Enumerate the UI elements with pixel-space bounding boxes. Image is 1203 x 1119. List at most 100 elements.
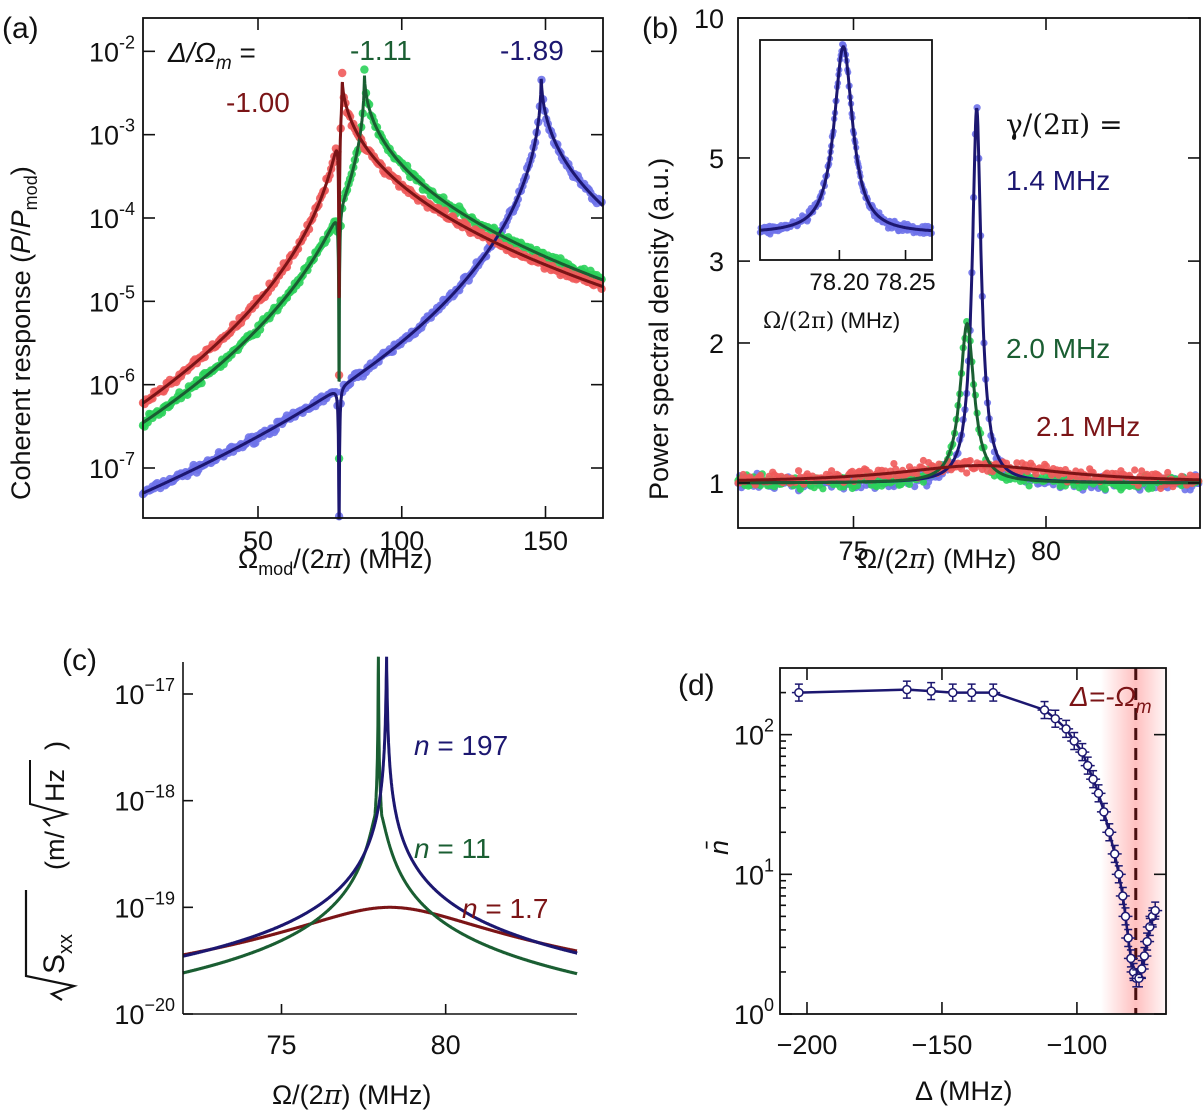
panel-d-data-point — [1050, 713, 1061, 724]
panel-a-xtick-label: 50 — [243, 526, 273, 556]
panel-b-ytick-label: 5 — [709, 144, 724, 174]
panel-b-data-point — [1101, 485, 1109, 493]
panel-a-fit-line — [142, 78, 604, 520]
panel-b-inset-xtick-label: 78.20 — [809, 269, 869, 296]
panel-a-xtick-label: 150 — [523, 526, 568, 556]
panel-c-xtick-label: 75 — [266, 1030, 296, 1060]
panel-a-label: (a) — [2, 12, 39, 45]
panel-a-ytick-label: 10-6 — [89, 366, 135, 401]
panel-b-series-label-2: 2.0 MHz — [1006, 333, 1110, 364]
panel-d-data-point — [1069, 736, 1079, 746]
panel-b-series-label-1: 1.4 MHz — [1006, 165, 1110, 196]
panel-b-data-point — [966, 457, 974, 465]
panel-b-inset-xtick-label: 78.25 — [876, 269, 936, 296]
panel-b-data-point — [1148, 484, 1156, 492]
panel-d-data-point — [1093, 788, 1104, 799]
panel-b-data-point — [905, 480, 914, 488]
panel-d-data-point — [1088, 774, 1098, 784]
panel-b-inset: 78.20 78.25 Ω/(2π) (MHz) — [756, 39, 936, 334]
panel-d-data-point — [1099, 807, 1109, 817]
panel-d-data-point — [1139, 951, 1150, 961]
panel-c: 75 80 10−20 10−19 10−18 10−17 (c) Ω/(2π) (MHz… — [24, 644, 578, 1111]
panel-d-ytick-label: 101 — [734, 855, 774, 890]
panel-a-fit-line — [141, 75, 604, 424]
panel-a-series-label-3: -1.89 — [500, 35, 564, 66]
panel-a: 50 100 150 10-7 10-6 10-5 10-4 10-3 10-2 (a) Ωmo… — [2, 12, 606, 579]
panel-b-label: (b) — [642, 12, 679, 45]
panel-d-data-point — [988, 687, 998, 698]
panel-d-data-point — [902, 684, 912, 695]
panel-b-inset-xlabel: Ω/(2π) (MHz) — [763, 308, 900, 334]
panel-a-ytick-label: 10-7 — [89, 449, 135, 484]
panel-d-data-point — [1061, 724, 1071, 734]
panel-c-ytick-label: 10−18 — [114, 782, 175, 817]
panel-d-data-point — [1120, 911, 1131, 922]
panel-a-detuning-title: Δ/Ωm = — [167, 37, 256, 74]
panel-a-frame — [142, 17, 604, 519]
panel-c-ylabel: Sxx (m/ Hz ) — [24, 741, 79, 1001]
panel-d-data-point — [794, 687, 804, 698]
panel-a-series-label-2: -1.11 — [350, 35, 412, 66]
panel-b-ylabel: Power spectral density (a.u.) — [644, 158, 674, 500]
panel-c-ytick-label: 10−19 — [114, 888, 175, 923]
svg-text:): ) — [40, 741, 70, 750]
panel-c-series-label-2: n = 11 — [414, 833, 491, 864]
panel-c-lines — [182, 656, 578, 976]
panel-d-data-point — [966, 687, 977, 698]
panel-b-xlabel: Ω/(2π) (MHz) — [857, 544, 1016, 575]
panel-d-ytick-label: 100 — [734, 995, 774, 1030]
panel-d-data-point — [1142, 936, 1152, 947]
panel-d-data-point — [1039, 705, 1050, 715]
panel-a-ticks: 50 100 150 10-7 10-6 10-5 10-4 10-3 10-2 — [89, 18, 603, 556]
panel-d-data-point — [1150, 905, 1160, 916]
panel-d-ylabel: n̄ — [704, 840, 734, 855]
panel-c-xlabel: Ω/(2π) (MHz) — [272, 1080, 431, 1111]
panel-c-series-label-3: n = 1.7 — [462, 893, 548, 924]
panel-b-linewidth-title: γ/(2π) = — [1006, 108, 1123, 141]
panel-a-ytick-label: 10-4 — [89, 199, 135, 234]
panel-b-data-point — [819, 485, 827, 493]
panel-b-data-point — [1025, 482, 1033, 490]
panel-b-ytick-label: 2 — [709, 329, 724, 359]
panel-d-data-point — [1136, 964, 1147, 974]
svg-text:Sxx: Sxx — [38, 934, 77, 974]
panel-b-data-point — [963, 469, 971, 477]
panel-c-xtick-label: 80 — [431, 1030, 461, 1060]
svg-text:(m/: (m/ — [40, 831, 70, 870]
panel-a-fit-lines — [141, 75, 604, 520]
panel-a-ytick-label: 10-2 — [89, 32, 135, 67]
panel-c-ytick-label: 10−17 — [114, 675, 175, 710]
panel-d-xtick-label: −150 — [912, 1030, 973, 1060]
panel-c-label: (c) — [62, 644, 97, 677]
panel-d-xlabel: Δ (MHz) — [915, 1076, 1013, 1106]
panel-d-data-point — [1123, 933, 1133, 943]
panel-a-data-point — [360, 65, 369, 74]
panel-b-plot-area — [734, 104, 1203, 495]
panel-d-xtick-label: −200 — [777, 1030, 838, 1060]
panel-d-data-point — [1114, 869, 1124, 880]
panel-b-series-label-3: 2.1 MHz — [1036, 411, 1140, 442]
panel-a-fit-line — [141, 81, 604, 405]
svg-text:Hz: Hz — [40, 769, 70, 802]
panel-d-data-point — [1118, 891, 1128, 901]
panel-b-xtick-label: 80 — [1031, 536, 1061, 566]
panel-c-series-line — [182, 656, 578, 976]
panel-d-ytick-label: 102 — [734, 716, 774, 751]
panel-a-plot-area — [138, 65, 606, 521]
panel-a-xlabel: Ωmod/(2π) (MHz) — [238, 544, 432, 579]
panel-b-data-point — [919, 478, 928, 486]
panel-a-ytick-label: 10-3 — [89, 116, 135, 151]
panel-b-ytick-label: 10 — [694, 4, 724, 34]
panel-b-ytick-label: 3 — [709, 247, 724, 277]
panel-d-data-point — [926, 686, 936, 696]
panel-b-data-point — [1131, 466, 1139, 474]
panel-b-data-point — [1164, 468, 1172, 477]
panel-d-label: (d) — [678, 669, 715, 702]
panel-d-data-point — [1104, 827, 1115, 838]
panel-a-ytick-label: 10-5 — [89, 282, 135, 317]
panel-d-data-point — [1077, 747, 1088, 757]
panel-a-xtick-label: 100 — [379, 526, 424, 556]
